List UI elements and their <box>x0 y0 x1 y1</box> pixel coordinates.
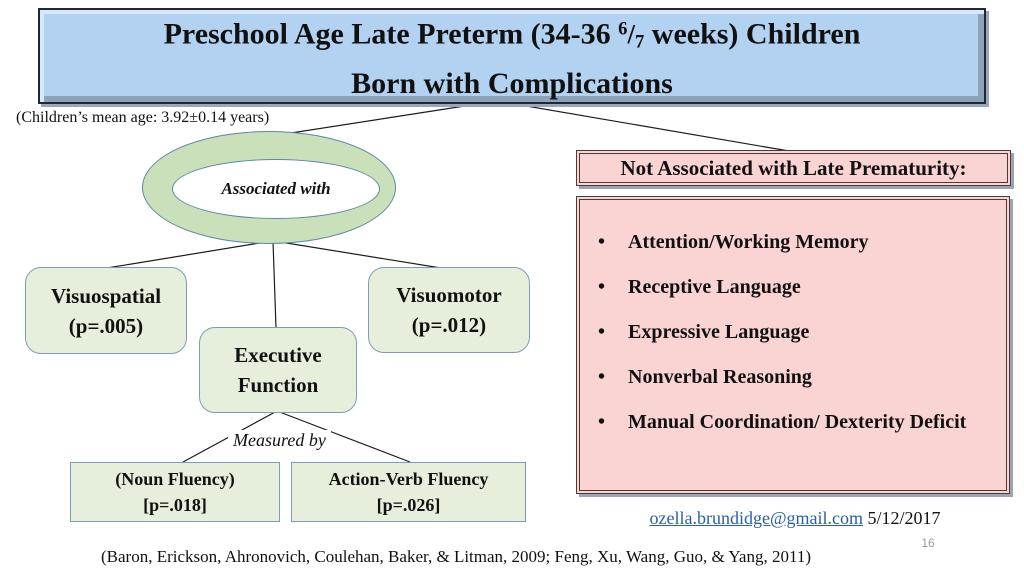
title-fraction: 6/7 <box>618 17 645 53</box>
line-ellipse-to-visuomotor <box>273 240 442 269</box>
citation: (Baron, Erickson, Ahronovich, Coulehan, … <box>101 547 811 566</box>
line-ellipse-to-visuospatial <box>106 240 273 269</box>
node-action-verb-fluency: Action-Verb Fluency [p=.026] <box>291 462 526 522</box>
node-noun-fluency-pvalue: [p=.018] <box>143 495 207 515</box>
line-title-to-not-associated <box>496 100 790 152</box>
list-item: Receptive Language <box>592 265 988 310</box>
associated-with-label: Associated with <box>172 159 380 219</box>
title-fraction-numerator: 6 <box>618 18 628 40</box>
node-visuospatial-pvalue: (p=.005) <box>68 313 144 338</box>
line-ellipse-to-executive <box>272 240 277 329</box>
slide-title-line1: Preschool Age Late Preterm (34-36 6/7 we… <box>164 9 861 63</box>
list-item: Manual Coordination/ Dexterity Deficit <box>592 400 988 445</box>
node-action-verb-pvalue: [p=.026] <box>376 495 441 515</box>
measured-by-label: Measured by <box>228 430 331 451</box>
node-executive-function: Executive Function <box>199 327 357 413</box>
title-fraction-denominator: 7 <box>634 31 645 53</box>
slide-date: 5/12/2017 <box>867 508 941 528</box>
line-executive-to-actionverb <box>276 410 411 463</box>
title-text-part2: weeks) Children <box>644 16 861 50</box>
list-item: Nonverbal Reasoning <box>592 355 988 400</box>
node-visuospatial: Visuospatial (p=.005) <box>25 267 187 354</box>
title-fraction-slash: / <box>627 18 635 49</box>
node-noun-fluency: (Noun Fluency) [p=.018] <box>70 462 280 522</box>
node-visuospatial-label: Visuospatial <box>50 283 162 308</box>
contact-line: ozella.brundidge@gmail.com 5/12/2017 <box>580 508 1010 529</box>
node-executive-label-line1: Executive <box>234 343 322 367</box>
slide-title: Preschool Age Late Preterm (34-36 6/7 we… <box>38 8 986 104</box>
node-visuomotor-pvalue: (p=.012) <box>411 313 487 337</box>
node-visuomotor-label: Visuomotor <box>396 283 502 307</box>
slide-title-line2: Born with Complications <box>351 66 673 100</box>
node-executive-label-line2: Function <box>237 373 319 397</box>
line-title-to-ellipse <box>290 100 498 134</box>
page-number: 16 <box>921 536 935 550</box>
children-mean-age-note: (Children’s mean age: 3.92±0.14 years) <box>16 109 270 126</box>
list-item: Expressive Language <box>592 310 988 355</box>
node-action-verb-label: Action-Verb Fluency <box>328 469 489 489</box>
node-visuomotor: Visuomotor (p=.012) <box>368 267 530 353</box>
node-noun-fluency-label: (Noun Fluency) <box>115 469 235 489</box>
not-associated-list: Attention/Working Memory Receptive Langu… <box>580 200 1006 445</box>
not-associated-header: Not Associated with Late Prematurity: <box>576 150 1011 186</box>
email-link[interactable]: ozella.brundidge@gmail.com <box>649 508 863 528</box>
not-associated-panel: Attention/Working Memory Receptive Langu… <box>576 196 1010 494</box>
list-item: Attention/Working Memory <box>592 220 988 265</box>
title-text-part1: Preschool Age Late Preterm (34-36 <box>163 16 619 50</box>
